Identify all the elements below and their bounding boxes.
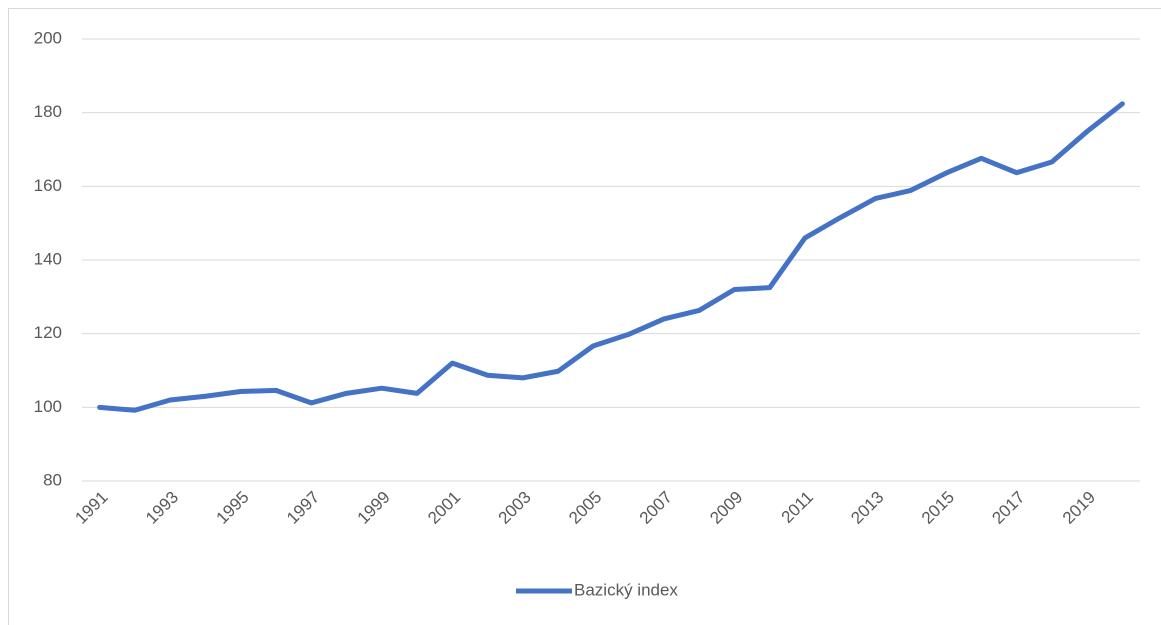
y-tick-label: 120 [34, 323, 62, 342]
y-tick-label: 200 [34, 28, 62, 47]
data-line [97, 101, 1125, 413]
y-tick-label: 180 [34, 102, 62, 121]
chart-border [8, 8, 1161, 625]
y-tick-label: 100 [34, 397, 62, 416]
legend-label: Bazický index [574, 580, 678, 599]
y-tick-label: 140 [34, 249, 62, 268]
y-tick-label: 160 [34, 176, 62, 195]
y-tick-label: 80 [43, 470, 62, 489]
